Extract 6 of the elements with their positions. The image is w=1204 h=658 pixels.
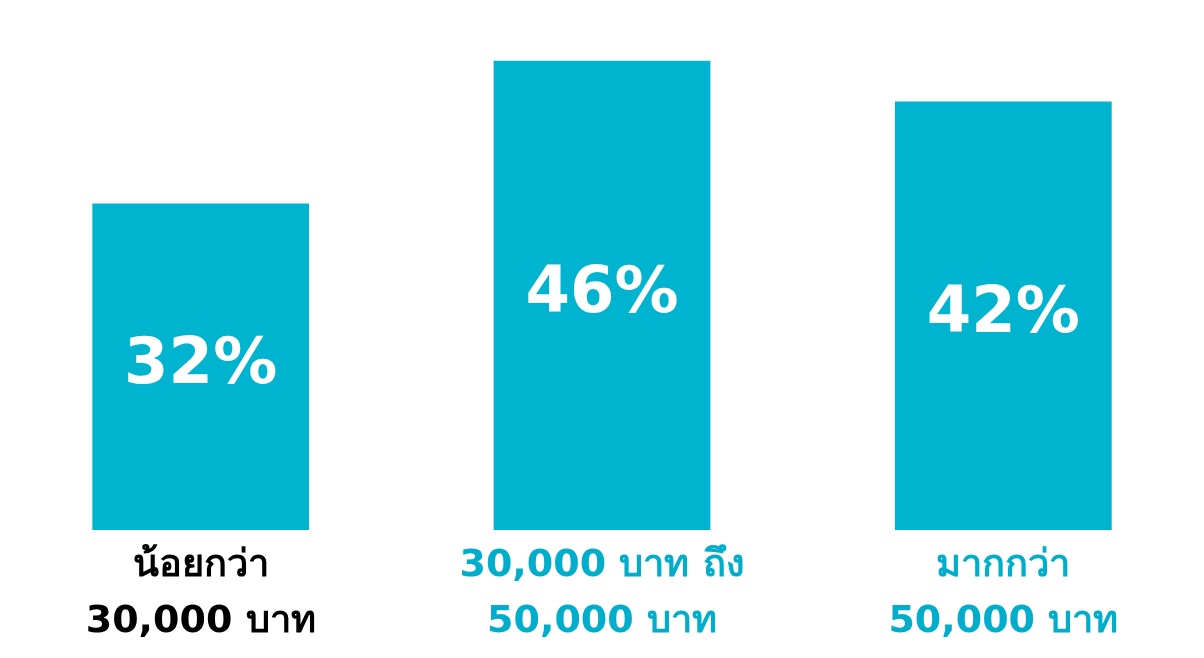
data-label: 32% (124, 324, 278, 399)
data-label: 46% (525, 253, 679, 328)
x-tick-label: 30,000 บาท ถึง 50,000 บาท (458, 540, 746, 643)
data-label: 42% (926, 273, 1080, 348)
x-tick-label: น้อยกว่า 30,000 บาท (84, 540, 317, 643)
x-tick-label: มากกว่า 50,000 บาท (887, 540, 1120, 643)
